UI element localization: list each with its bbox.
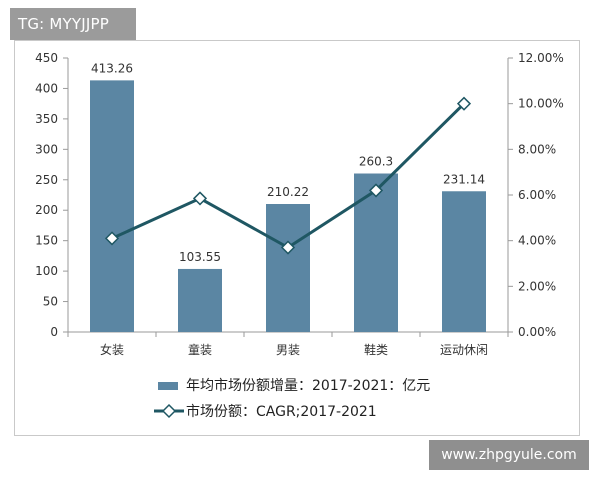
legend-bar-label: 年均市场份额增量：2017-2021：亿元 [186, 377, 430, 394]
line-point [456, 96, 472, 111]
right-tick-label: 12.00% [518, 51, 564, 65]
left-tick-label: 150 [35, 234, 58, 248]
bar [90, 80, 134, 332]
legend-line-label: 市场份额：CAGR;2017-2021 [186, 403, 377, 420]
legend: 年均市场份额增量：2017-2021：亿元 市场份额：CAGR;2017-202… [154, 377, 430, 420]
watermark: www.zhpgyule.com [429, 440, 589, 470]
left-tick-label: 0 [50, 325, 58, 339]
left-tick-label: 200 [35, 203, 58, 217]
left-tick-label: 350 [35, 112, 58, 126]
x-tick-label: 童装 [188, 342, 212, 357]
bar-series [90, 80, 486, 332]
left-tick-label: 50 [43, 295, 58, 309]
x-tick-label: 女装 [100, 342, 124, 357]
right-tick-label: 4.00% [518, 234, 556, 248]
line-point [104, 231, 120, 246]
data-label: 231.14 [443, 172, 485, 186]
data-label: 103.55 [179, 250, 221, 264]
left-tick-label: 300 [35, 142, 58, 156]
chart-frame [14, 40, 580, 436]
right-tick-label: 2.00% [518, 279, 556, 293]
right-tick-label: 6.00% [518, 188, 556, 202]
left-tick-label: 250 [35, 173, 58, 187]
line-point [192, 191, 208, 206]
data-label: 210.22 [267, 185, 309, 199]
x-tick-label: 运动休闲 [440, 343, 488, 357]
left-tick-label: 450 [35, 51, 58, 65]
tg-badge: TG: MYYJJPP [10, 8, 136, 40]
x-tick-label: 男装 [276, 343, 300, 357]
left-tick-label: 400 [35, 81, 58, 95]
data-label: 260.3 [359, 155, 393, 169]
line-point [280, 240, 296, 255]
bar [266, 203, 310, 332]
line-series [104, 96, 472, 255]
x-tick-label: 鞋类 [364, 342, 388, 357]
line-point [368, 183, 384, 198]
left-tick-label: 100 [35, 264, 58, 278]
right-tick-label: 10.00% [518, 97, 564, 111]
data-labels: 413.26 103.55 210.22 260.3 231.14 [91, 61, 485, 264]
right-tick-label: 8.00% [518, 142, 556, 156]
axes: 0 50 100 150 200 250 300 350 400 450 0.00% 2.00% 4.0… [35, 51, 564, 357]
data-label: 413.26 [91, 61, 133, 75]
bar [442, 191, 486, 332]
legend-bar-swatch [158, 382, 178, 390]
right-tick-label: 0.00% [518, 325, 556, 339]
legend-line-marker [161, 403, 177, 419]
bar [178, 268, 222, 332]
